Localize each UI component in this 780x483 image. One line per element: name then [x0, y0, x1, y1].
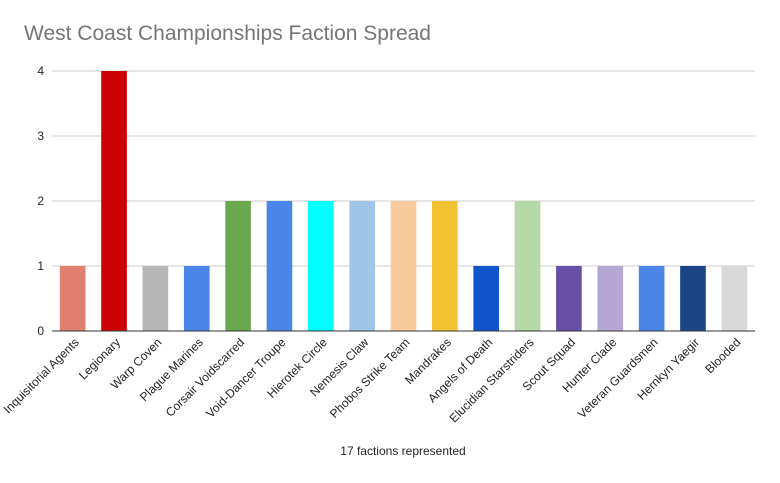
chart-title: West Coast Championships Faction Spread [24, 22, 431, 45]
bar [597, 266, 624, 331]
x-tick-label: Corsair Voidscarred [163, 335, 247, 419]
y-tick-label: 2 [37, 194, 44, 208]
x-tick-label: Veteran Guardsmen [575, 335, 661, 421]
bar [638, 266, 665, 331]
bar [225, 201, 251, 331]
bar [142, 266, 169, 331]
bar [390, 201, 417, 331]
bar [432, 201, 458, 331]
y-tick-label: 1 [37, 259, 44, 273]
bar [680, 266, 706, 331]
bar [101, 71, 127, 331]
bar [307, 201, 334, 331]
x-tick-label: Inquisitorial Agents [1, 335, 82, 416]
bar [473, 266, 500, 331]
bar [514, 201, 541, 331]
bar [59, 266, 86, 331]
bars [59, 71, 748, 331]
bar [183, 266, 210, 331]
bar [556, 266, 582, 331]
y-tick-label: 4 [37, 64, 44, 78]
y-tick-label: 3 [37, 129, 44, 143]
x-tick-label: Blooded [702, 335, 743, 376]
x-tick-label: Phobos Strike Team [327, 335, 413, 421]
bar [349, 201, 375, 331]
bar [721, 266, 748, 331]
y-tick-label: 0 [37, 324, 44, 338]
x-tick-label: Void-Dancer Troupe [203, 335, 289, 421]
y-axis-ticks: 0 1 2 3 4 [37, 64, 44, 338]
bar [266, 201, 293, 331]
x-axis-label: 17 factions represented [340, 444, 466, 458]
